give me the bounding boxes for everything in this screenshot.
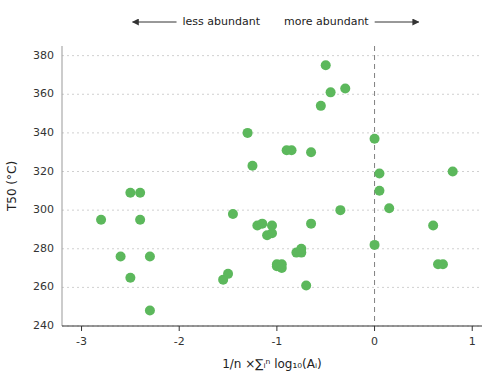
grid-line — [62, 287, 482, 288]
x-tick-label: -2 — [174, 335, 185, 348]
annotation-arrow — [375, 22, 419, 23]
point — [277, 259, 287, 269]
point — [321, 60, 331, 70]
x-tick — [472, 326, 473, 331]
y-tick-label: 380 — [33, 49, 54, 62]
point — [370, 134, 380, 144]
x-tick — [179, 326, 180, 331]
grid-line — [62, 171, 482, 172]
grid-line — [62, 94, 482, 95]
grid-line — [62, 248, 482, 249]
grid-line — [62, 210, 482, 211]
annotation: less abundant — [183, 15, 261, 28]
point — [374, 168, 384, 178]
point — [223, 269, 233, 279]
point — [287, 145, 297, 155]
point — [145, 251, 155, 261]
point — [301, 280, 311, 290]
y-tick-label: 260 — [33, 280, 54, 293]
x-tick-label: 0 — [371, 335, 378, 348]
point — [145, 306, 155, 316]
y-tick-label: 300 — [33, 203, 54, 216]
point — [374, 186, 384, 196]
point — [316, 101, 326, 111]
point — [306, 147, 316, 157]
y-axis-label: T50 (°C) — [5, 161, 19, 212]
point — [326, 87, 336, 97]
x-axis-line — [62, 326, 482, 327]
grid-line — [62, 326, 482, 327]
grid-line — [62, 55, 482, 56]
x-tick-label: -3 — [76, 335, 87, 348]
point — [125, 188, 135, 198]
point — [384, 203, 394, 213]
point — [267, 221, 277, 231]
x-tick — [374, 326, 375, 331]
annotation: more abundant — [284, 15, 369, 28]
x-tick — [81, 326, 82, 331]
x-tick-label: 1 — [469, 335, 476, 348]
point — [340, 83, 350, 93]
plot-area — [96, 46, 458, 326]
grid-line — [62, 132, 482, 133]
point — [438, 259, 448, 269]
point — [296, 244, 306, 254]
x-tick-label: -1 — [271, 335, 282, 348]
chart: 240 260 280 300 320 340 360 380 -3 -2 -1 0 1 1/n ×∑ᵢⁿ… — [0, 0, 500, 382]
point — [228, 209, 238, 219]
point — [306, 219, 316, 229]
reference-line — [374, 46, 375, 326]
point — [370, 240, 380, 250]
y-tick-label: 360 — [33, 87, 54, 100]
point — [243, 128, 253, 138]
y-tick-label: 240 — [33, 319, 54, 332]
x-tick — [276, 326, 277, 331]
annotation-arrow — [133, 22, 177, 23]
point — [135, 188, 145, 198]
y-tick-label: 340 — [33, 126, 54, 139]
point — [96, 215, 106, 225]
y-tick-label: 280 — [33, 242, 54, 255]
point — [335, 205, 345, 215]
point — [257, 219, 267, 229]
y-tick-label: 320 — [33, 165, 54, 178]
y-axis-line — [62, 46, 63, 326]
point — [125, 273, 135, 283]
point — [428, 221, 438, 231]
point — [116, 251, 126, 261]
x-axis-label: 1/n ×∑ᵢⁿ log₁₀(Aᵢ) — [222, 357, 322, 371]
point — [448, 167, 458, 177]
point — [135, 215, 145, 225]
point — [247, 161, 257, 171]
